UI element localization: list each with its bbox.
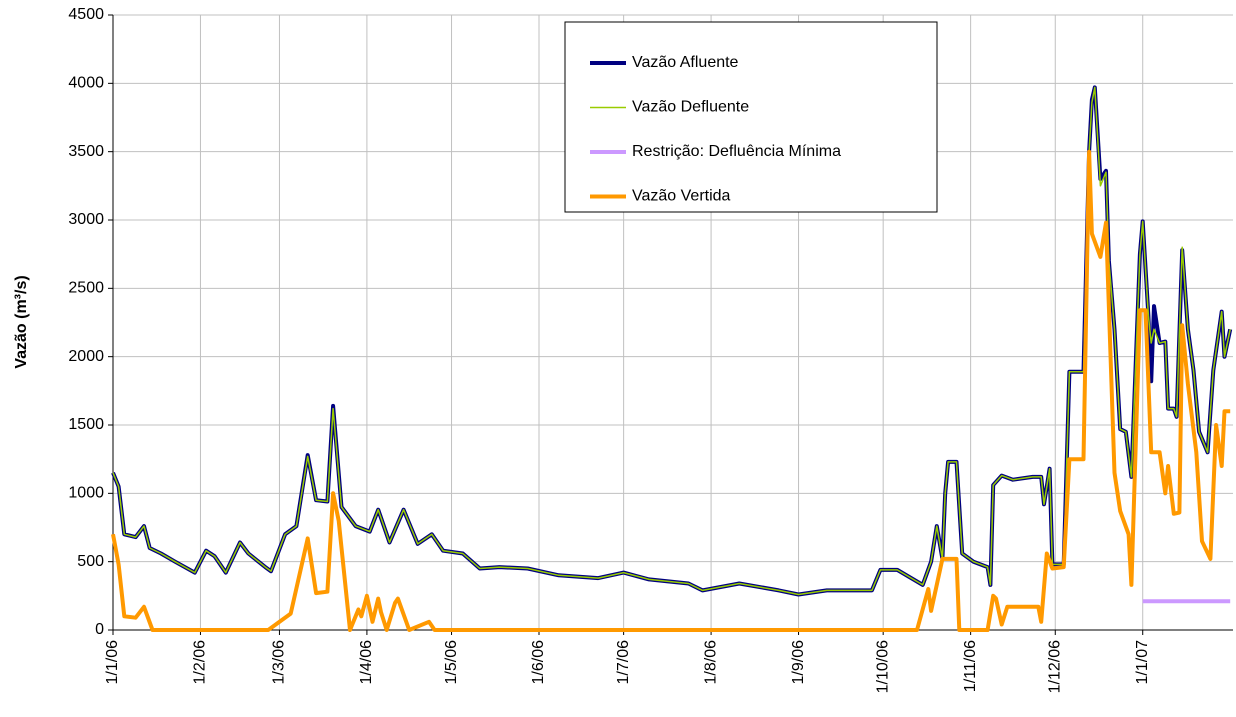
y-tick-label: 4500 — [68, 6, 104, 23]
x-tick-label: 1/10/06 — [874, 640, 891, 693]
y-tick-label: 1500 — [68, 416, 104, 433]
x-tick-label: 1/11/06 — [962, 640, 979, 692]
x-tick-label: 1/7/06 — [615, 640, 632, 685]
x-tick-label: 1/1/07 — [1134, 640, 1151, 685]
x-tick-label: 1/12/06 — [1046, 640, 1063, 693]
legend-label: Vazão Afluente — [632, 54, 739, 71]
y-tick-label: 3500 — [68, 143, 104, 160]
legend-box — [564, 21, 938, 213]
x-tick-label: 1/6/06 — [530, 640, 547, 685]
series-line — [111, 149, 1231, 632]
y-axis-label: Vazão (m³/s) — [13, 275, 30, 368]
x-tick-label: 1/4/06 — [358, 640, 375, 685]
y-tick-label: 2500 — [68, 280, 104, 297]
legend-label: Restrição: Defluência Mínima — [632, 143, 841, 160]
x-tick-label: 1/1/06 — [104, 640, 121, 685]
x-tick-label: 1/2/06 — [192, 640, 209, 685]
series-line — [112, 86, 1231, 596]
y-tick-label: 0 — [95, 621, 104, 638]
x-tick-label: 1/5/06 — [443, 640, 460, 685]
y-tick-label: 500 — [77, 553, 104, 570]
x-tick-label: 1/3/06 — [271, 640, 288, 685]
legend-label: Vazão Defluente — [632, 99, 749, 116]
y-tick-label: 1000 — [68, 485, 104, 502]
y-tick-label: 2000 — [68, 348, 104, 365]
x-tick-label: 1/8/06 — [702, 640, 719, 685]
y-tick-label: 3000 — [68, 211, 104, 228]
x-tick-label: 1/9/06 — [790, 640, 807, 685]
y-tick-label: 4000 — [68, 75, 104, 92]
legend-label: Vazão Vertida — [632, 188, 731, 205]
